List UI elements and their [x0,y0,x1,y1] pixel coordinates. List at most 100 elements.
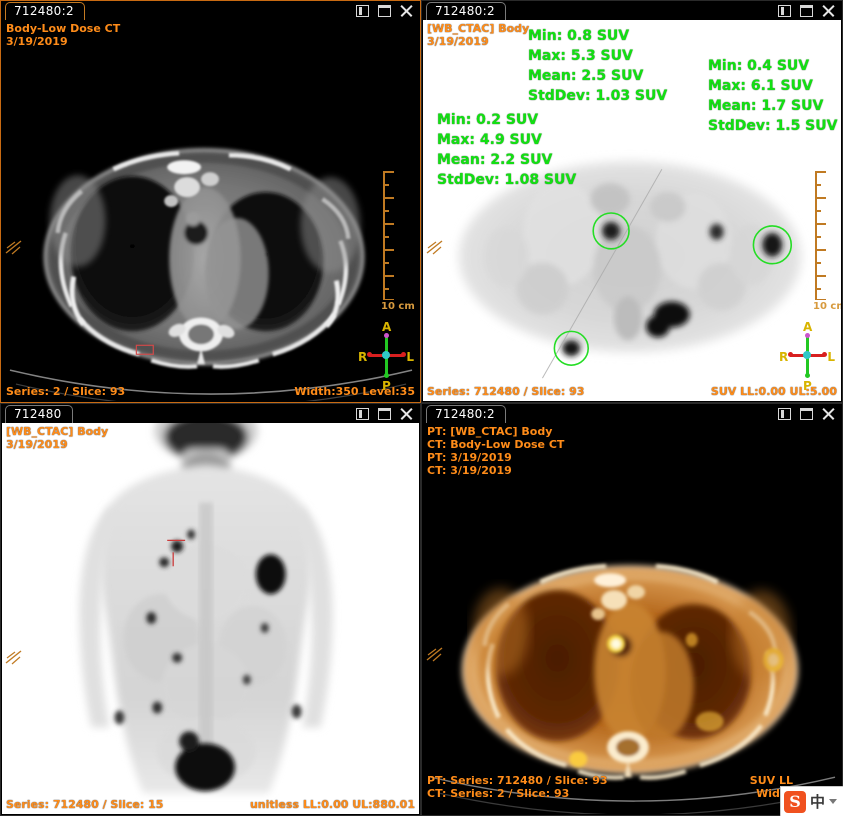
ct-axial-status-left: Series: 2 / Slice: 93 [6,385,126,398]
roi-stat-max: Max: 5.3 SUV [528,48,633,64]
roi-stat-mean: Mean: 2.2 SUV [437,152,553,168]
panel-pet-mip[interactable]: 712480 [0,403,421,816]
titlebar-pet-mip: 712480 [1,404,420,423]
tab-ct-axial[interactable]: 712480:2 [5,1,85,20]
split-view-icon[interactable] [356,407,369,420]
roi-stat-stddev: StdDev: 1.03 SUV [528,88,668,104]
ruler-tick [383,210,389,212]
ct-axial-series-desc: Body-Low Dose CT [6,22,121,35]
close-icon[interactable] [400,5,413,17]
ct-axial-series-info: Body-Low Dose CT 3/19/2019 [6,22,120,48]
roi-stat-min: Min: 0.4 SUV [708,58,810,74]
roi-stat-max: Max: 4.9 SUV [437,132,542,148]
roi-stat-mean: Mean: 2.5 SUV [528,68,644,84]
ct-axial-ruler-label: 10 cm [381,301,415,312]
viewport-ct-axial[interactable]: Body-Low Dose CT 3/19/2019 Series: 2 / S… [2,20,419,401]
maximize-icon[interactable] [378,407,391,420]
panel-ct-axial[interactable]: 712480:2 [0,0,421,403]
pet-mip-status-left: Series: 712480 / Slice: 15 [6,798,164,811]
fusion-series-info: PT: [WB_CTAC] Body CT: Body-Low Dose CT … [427,425,564,477]
tab-fusion[interactable]: 712480:2 [426,404,506,423]
split-view-icon[interactable] [356,4,369,17]
pet-mip-slice-plane-icon [5,650,22,665]
panel-fusion[interactable]: 712480:2 [421,403,843,816]
ruler-tick [815,288,821,290]
ruler-spine [815,171,817,300]
window-controls-pet-axial [778,4,842,17]
roi-stats-right-lateral: Min: 0.4 SUV Max: 6.1 SUV Mean: 1.7 SUV … [708,56,837,136]
ruler-tick [383,262,389,264]
compass-dot-bottom [805,373,810,378]
maximize-icon[interactable] [378,4,391,17]
viewport-pet-mip[interactable]: [WB_CTAC] Body 3/19/2019 Series: 712480 … [2,423,419,814]
compass-center [803,351,811,359]
ruler-cap-top [383,171,394,173]
split-view-icon[interactable] [778,4,791,17]
ruler-tick [815,249,826,251]
pet-axial-series-info: [WB_CTAC] Body 3/19/2019 [427,22,529,48]
ct-axial-image [2,20,419,401]
pet-axial-series-desc: [WB_CTAC] Body [427,22,530,35]
pet-axial-slice-plane-icon [426,240,443,255]
fusion-image [423,423,841,814]
close-icon[interactable] [400,408,413,420]
titlebar-pet-axial: 712480:2 [422,1,842,20]
ct-axial-slice-plane-icon [5,240,22,255]
roi-stats-lower-left: Min: 0.2 SUV Max: 4.9 SUV Mean: 2.2 SUV … [437,110,576,190]
ruler-tick [383,223,394,225]
compass-dot-right [401,352,406,357]
fusion-suv-window: SUV LL [749,774,793,787]
orientation-label-anterior: A [803,320,813,334]
ruler-tick [383,288,389,290]
ruler-tick [815,262,821,264]
fusion-pt-slice-info: PT: Series: 712480 / Slice: 93 [427,774,608,787]
ct-axial-window-level: Width:350 Level:35 [294,385,415,398]
ruler-tick [383,275,394,277]
compass-dot-left [367,352,372,357]
viewport-pet-axial[interactable]: [WB_CTAC] Body 3/19/2019 Min: 0.8 SUV Ma… [423,20,841,401]
fusion-ct-slice-info: CT: Series: 2 / Slice: 93 [427,787,570,800]
tab-pet-axial[interactable]: 712480:2 [426,1,506,20]
orientation-label-left: L [406,350,414,364]
ruler-tick [383,197,394,199]
ruler-tick [815,236,821,238]
ruler-tick [815,210,821,212]
tab-pet-mip[interactable]: 712480 [5,404,73,423]
compass-dot-bottom [384,373,389,378]
titlebar-fusion: 712480:2 [422,404,842,423]
fusion-pt-date: PT: 3/19/2019 [427,451,512,464]
chevron-down-icon[interactable] [829,799,838,804]
pet-mip-image [2,423,419,814]
pet-axial-suv-window: SUV LL:0.00 UL:5.00 [710,385,837,398]
roi-circle [592,212,630,250]
close-icon[interactable] [822,5,835,17]
maximize-icon[interactable] [800,407,813,420]
ct-axial-orientation-compass: A P R L [358,320,414,393]
ime-mode-chinese[interactable]: 中 [810,793,826,811]
titlebar-ct-axial: 712480:2 [1,1,420,20]
window-controls-fusion [778,407,842,420]
roi-stat-min: Min: 0.2 SUV [437,112,539,128]
compass-center [382,351,390,359]
ruler-tick [815,184,821,186]
ruler-cap-bottom [383,298,394,300]
fusion-status-left: PT: Series: 712480 / Slice: 93 CT: Serie… [427,774,608,800]
roi-stat-stddev: StdDev: 1.5 SUV [708,118,838,134]
ruler-tick [815,197,826,199]
close-icon[interactable] [822,408,835,420]
roi-stat-mean: Mean: 1.7 SUV [708,98,824,114]
split-view-icon[interactable] [778,407,791,420]
sogou-ime-widget[interactable]: S 中 [780,786,843,816]
sogou-logo-icon[interactable]: S [784,790,806,813]
window-controls-pet-mip [356,407,420,420]
ruler-cap-bottom [815,298,826,300]
pet-mip-intensity-window: unitless LL:0.00 UL:880.01 [249,798,415,811]
pet-axial-orientation-compass: A P R L [779,320,835,393]
viewport-fusion[interactable]: PT: [WB_CTAC] Body CT: Body-Low Dose CT … [423,423,841,814]
compass-dot-top [805,333,810,338]
orientation-label-right: R [779,350,789,364]
maximize-icon[interactable] [800,4,813,17]
fusion-ct-date: CT: 3/19/2019 [427,464,512,477]
orientation-label-posterior: P [803,379,812,393]
panel-pet-axial[interactable]: 712480:2 [421,0,843,403]
